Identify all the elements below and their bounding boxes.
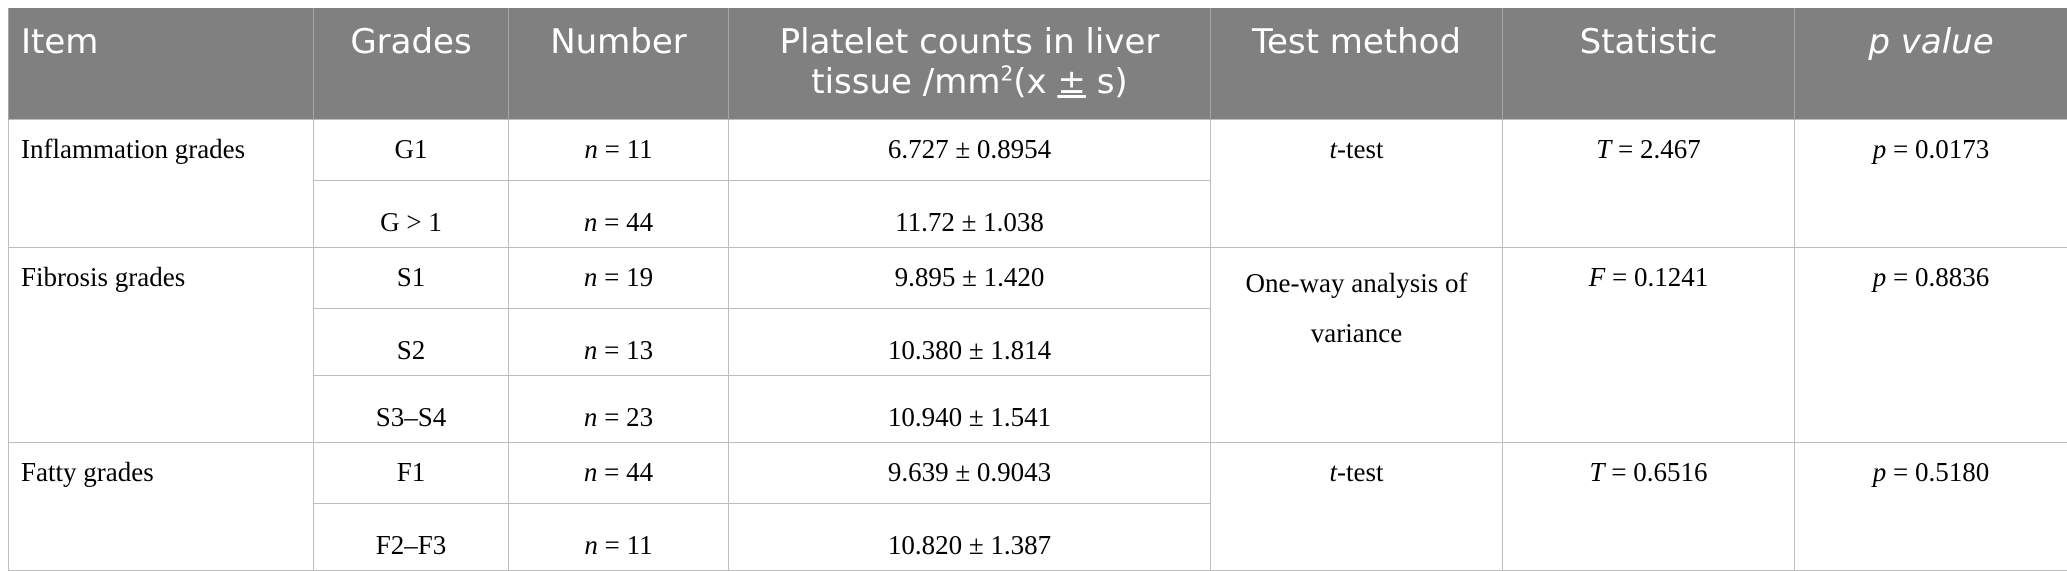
test-method-cell: t-test (1211, 119, 1503, 247)
grade-cell: S3–S4 (314, 375, 509, 442)
header-statistic: Statistic (1503, 8, 1795, 119)
header-number: Number (509, 8, 729, 119)
grade-cell: S1 (314, 247, 509, 308)
statistic-cell: F = 0.1241 (1503, 247, 1795, 442)
table-container: Item Grades Number Platelet counts in li… (8, 8, 2067, 571)
number-cell: n = 19 (509, 247, 729, 308)
platelet-cell: 10.940 ± 1.541 (729, 375, 1211, 442)
number-cell: n = 11 (509, 119, 729, 180)
p-value-cell: p = 0.0173 (1795, 119, 2067, 247)
header-platelet-pm: ± (1057, 62, 1086, 102)
statistic-cell: T = 0.6516 (1503, 442, 1795, 570)
statistic-cell: T = 2.467 (1503, 119, 1795, 247)
platelet-cell: 6.727 ± 0.8954 (729, 119, 1211, 180)
header-p-value: p value (1795, 8, 2067, 119)
header-row: Item Grades Number Platelet counts in li… (9, 8, 2067, 119)
header-platelet-sup: 2 (1000, 62, 1013, 86)
header-platelet-line2a: tissue /mm (811, 62, 1000, 102)
test-method-cell: t-test (1211, 442, 1503, 570)
header-platelet-line2c: s) (1086, 62, 1128, 102)
number-cell: n = 13 (509, 308, 729, 375)
platelet-cell: 9.895 ± 1.420 (729, 247, 1211, 308)
number-cell: n = 11 (509, 503, 729, 570)
platelet-counts-table: Item Grades Number Platelet counts in li… (8, 8, 2067, 571)
platelet-cell: 9.639 ± 0.9043 (729, 442, 1211, 503)
item-cell: Inflammation grades (9, 119, 314, 247)
item-cell: Fibrosis grades (9, 247, 314, 442)
table-row: Inflammation grades G1 n = 11 6.727 ± 0.… (9, 119, 2067, 180)
p-value-cell: p = 0.8836 (1795, 247, 2067, 442)
header-test-method: Test method (1211, 8, 1503, 119)
grade-cell: F2–F3 (314, 503, 509, 570)
platelet-cell: 10.820 ± 1.387 (729, 503, 1211, 570)
platelet-cell: 10.380 ± 1.814 (729, 308, 1211, 375)
p-value-cell: p = 0.5180 (1795, 442, 2067, 570)
grade-cell: F1 (314, 442, 509, 503)
header-platelet-line1: Platelet counts in liver (780, 22, 1160, 62)
number-cell: n = 44 (509, 442, 729, 503)
header-platelet-counts: Platelet counts in liver tissue /mm2(x ±… (729, 8, 1211, 119)
header-platelet-line2b: (x (1013, 62, 1057, 102)
grade-cell: G > 1 (314, 180, 509, 247)
item-cell: Fatty grades (9, 442, 314, 570)
table-row: Fibrosis grades S1 n = 19 9.895 ± 1.420 … (9, 247, 2067, 308)
header-grades: Grades (314, 8, 509, 119)
grade-cell: S2 (314, 308, 509, 375)
platelet-cell: 11.72 ± 1.038 (729, 180, 1211, 247)
table-row: Fatty grades F1 n = 44 9.639 ± 0.9043 t-… (9, 442, 2067, 503)
header-item: Item (9, 8, 314, 119)
number-cell: n = 23 (509, 375, 729, 442)
number-cell: n = 44 (509, 180, 729, 247)
grade-cell: G1 (314, 119, 509, 180)
